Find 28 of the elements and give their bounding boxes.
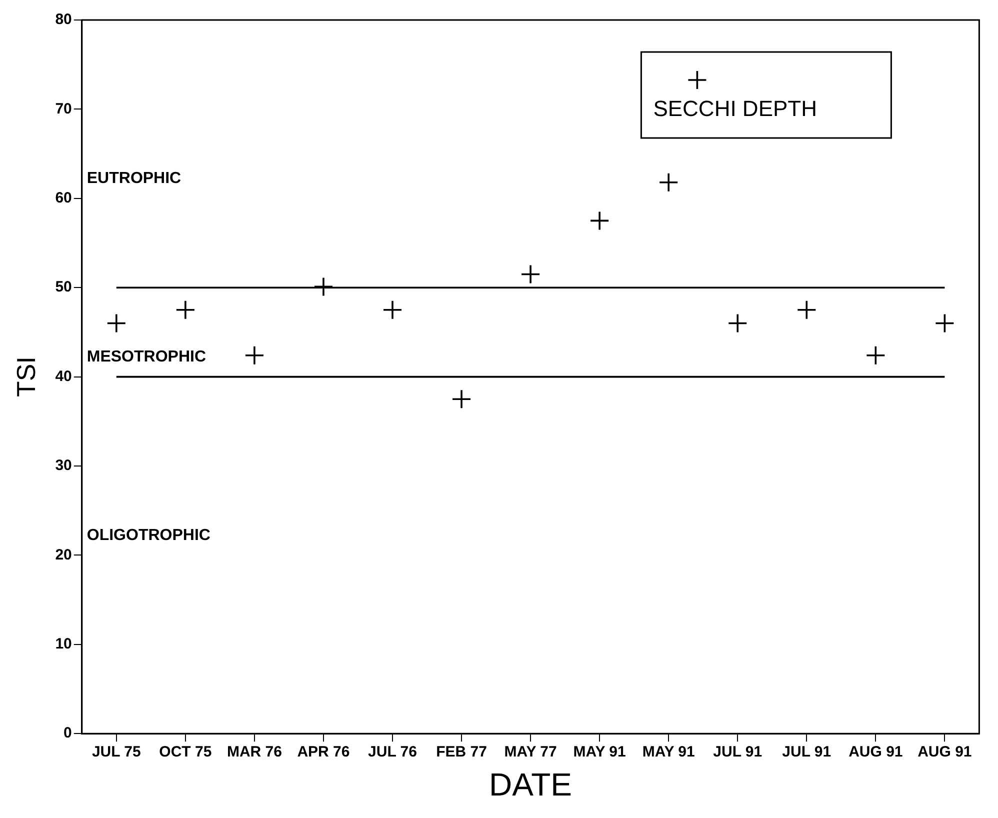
annotation: OLIGOTROPHIC (86, 526, 211, 544)
x-tick-label: JUL 91 (782, 744, 832, 761)
y-axis-title: TSI (10, 356, 41, 398)
y-tick-label: 50 (55, 278, 72, 296)
y-tick-label: 70 (55, 100, 72, 118)
y-tick-label: 60 (55, 190, 72, 207)
x-tick-label: AUG 91 (848, 744, 903, 761)
x-tick-label: MAR 76 (226, 744, 282, 761)
x-tick-label: OCT 75 (159, 744, 212, 761)
x-tick-label: JUL 91 (713, 744, 762, 761)
y-tick-label: 20 (55, 546, 72, 564)
y-tick-label: 80 (55, 11, 72, 28)
y-tick-label: 0 (64, 724, 72, 742)
y-tick-label: 10 (55, 636, 72, 653)
x-tick-label: JUL 76 (368, 744, 417, 761)
legend-label: SECCHI DEPTH (653, 96, 817, 122)
x-tick-label: AUG 91 (918, 744, 972, 761)
x-tick-label: JUL 75 (92, 744, 141, 761)
annotation: EUTROPHIC (86, 170, 182, 187)
annotation: MESOTROPHIC (86, 348, 206, 366)
x-axis-title: DATE (489, 766, 572, 803)
x-tick-label: MAY 91 (642, 744, 695, 761)
x-tick-label: MAY 91 (573, 744, 626, 761)
y-tick-label: 40 (55, 368, 72, 385)
y-tick-label: 30 (55, 457, 72, 474)
x-tick-label: APR 76 (297, 744, 350, 761)
x-tick-label: FEB 77 (436, 744, 487, 761)
x-tick-label: MAY 77 (504, 744, 557, 761)
